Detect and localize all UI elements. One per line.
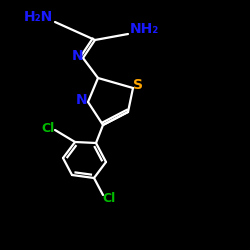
Text: S: S <box>133 78 143 92</box>
Text: NH₂: NH₂ <box>130 22 159 36</box>
Text: N: N <box>72 49 84 63</box>
Text: Cl: Cl <box>102 192 116 204</box>
Text: H₂N: H₂N <box>24 10 53 24</box>
Text: N: N <box>76 93 88 107</box>
Text: Cl: Cl <box>42 122 54 134</box>
